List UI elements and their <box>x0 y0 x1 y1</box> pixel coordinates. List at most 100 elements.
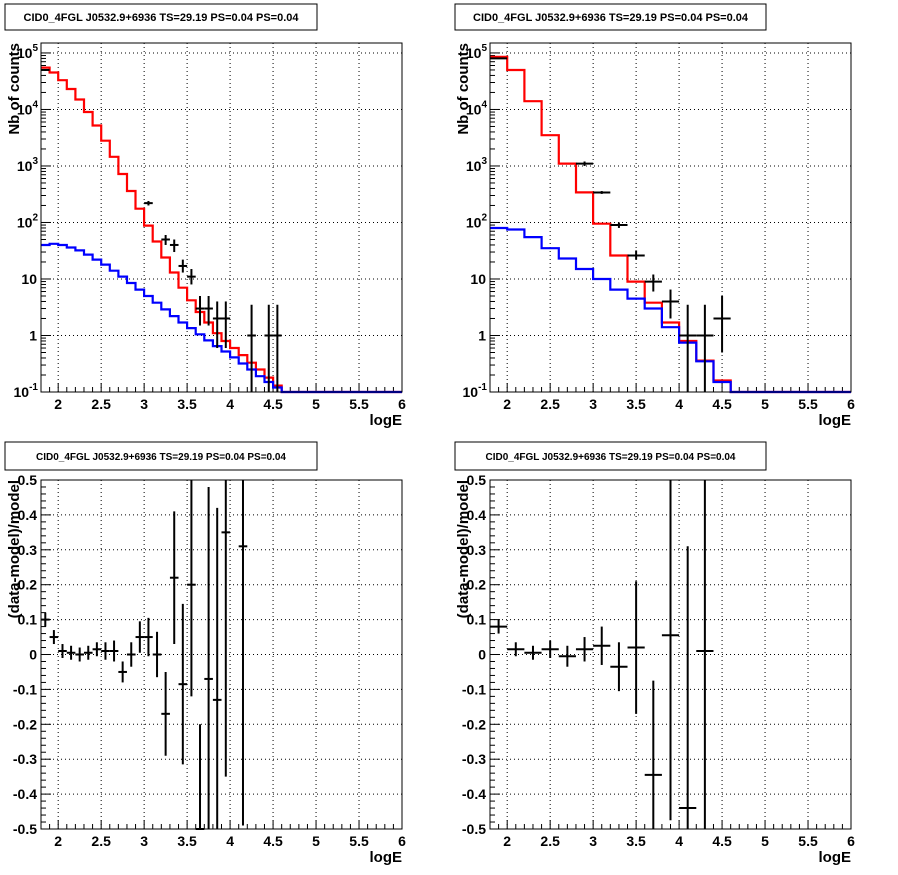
y-tick-label: 105 <box>17 43 39 61</box>
y-tick-label: 10 <box>21 271 37 287</box>
plot-frame <box>40 42 403 393</box>
x-tick-label: 4 <box>226 396 234 412</box>
x-tick-label: 3.5 <box>177 833 197 849</box>
x-tick-label: 5 <box>312 396 320 412</box>
data-point <box>558 645 576 667</box>
x-tick-label: 4.5 <box>263 833 283 849</box>
x-tick-label: 4.5 <box>263 396 283 412</box>
data-point <box>187 269 196 285</box>
data-point <box>644 680 662 829</box>
x-tick-label: 4 <box>226 833 234 849</box>
data-point <box>507 642 525 657</box>
y-tick-label: 0.2 <box>467 577 487 593</box>
data-point <box>58 644 67 658</box>
y-tick-label: -0.1 <box>462 681 486 697</box>
x-tick-label: 6 <box>398 833 406 849</box>
y-tick-label: -0.2 <box>462 716 486 732</box>
data-point <box>575 637 594 662</box>
y-tick-label: 103 <box>17 156 39 174</box>
panel-4: CID0_4FGL J0532.9+6936 TS=29.19 PS=0.04 … <box>454 441 855 866</box>
data-point <box>593 626 611 665</box>
y-tick-label: 10-1 <box>14 382 39 400</box>
x-tick-label: 2 <box>503 396 511 412</box>
plot-frame <box>40 479 403 830</box>
y-tick-label: 0.3 <box>18 542 38 558</box>
x-tick-label: 3.5 <box>177 396 197 412</box>
panel-title: CID0_4FGL J0532.9+6936 TS=29.19 PS=0.04 … <box>36 452 286 463</box>
x-tick-label: 2 <box>54 396 62 412</box>
x-tick-label: 4.5 <box>712 396 732 412</box>
data-point <box>144 617 153 657</box>
y-axis-title: (data-model)/model <box>455 480 472 618</box>
y-axis-title: (data-model)/model <box>6 480 23 618</box>
data-point <box>644 274 662 292</box>
data-point <box>679 546 697 829</box>
panel-title-box <box>454 441 767 471</box>
data-point <box>66 645 76 660</box>
y-tick-label: 0.5 <box>467 472 487 488</box>
data-point <box>144 200 153 206</box>
x-tick-label: 3 <box>589 833 597 849</box>
x-tick-label: 2 <box>54 833 62 849</box>
data-point <box>161 671 170 756</box>
data-point <box>610 642 628 692</box>
x-tick-label: 3.5 <box>626 833 646 849</box>
y-tick-label: -0.3 <box>462 751 486 767</box>
x-tick-label: 2 <box>503 833 511 849</box>
panel-title-box <box>4 441 318 471</box>
y-tick-label: -0.5 <box>462 821 486 837</box>
x-axis-title: logE <box>819 412 852 429</box>
data-point <box>41 612 50 627</box>
panel-title-box <box>4 3 318 31</box>
panel-title: CID0_4FGL J0532.9+6936 TS=29.19 PS=0.04 … <box>486 452 736 463</box>
data-point <box>187 480 196 697</box>
data-point <box>83 645 93 660</box>
data-point <box>541 640 559 658</box>
data-point <box>490 57 508 60</box>
x-tick-label: 3 <box>589 396 597 412</box>
x-tick-label: 4.5 <box>712 833 732 849</box>
data-point <box>661 289 680 319</box>
data-point <box>212 301 222 349</box>
y-tick-label: 102 <box>17 212 39 230</box>
data-point <box>696 304 714 392</box>
y-tick-label: 0.2 <box>18 577 38 593</box>
data-point <box>109 640 119 662</box>
panel-title-box <box>454 3 767 31</box>
data-point <box>178 259 188 273</box>
y-tick-label: 105 <box>466 43 488 61</box>
data-point <box>713 295 731 353</box>
y-tick-label: -0.1 <box>13 681 37 697</box>
data-point <box>238 480 248 826</box>
x-tick-label: 5 <box>761 833 769 849</box>
y-tick-label: 10-1 <box>463 382 488 400</box>
y-tick-label: 0.4 <box>18 507 38 523</box>
data-point <box>92 642 102 657</box>
data-point <box>204 295 213 326</box>
data-point <box>75 647 84 662</box>
y-tick-label: -0.4 <box>462 786 486 802</box>
data-point <box>49 630 59 645</box>
data-point <box>195 724 205 830</box>
y-tick-label: -0.5 <box>13 821 37 837</box>
x-tick-label: 5.5 <box>349 833 369 849</box>
data-point <box>178 603 188 765</box>
x-tick-label: 2.5 <box>91 833 111 849</box>
x-tick-label: 5.5 <box>798 833 818 849</box>
data-point <box>610 222 628 228</box>
data-point <box>152 631 162 678</box>
data-point <box>221 301 231 349</box>
panel-title: CID0_4FGL J0532.9+6936 TS=29.19 PS=0.04 … <box>24 12 300 24</box>
y-axis-title: Nb of counts <box>455 43 472 135</box>
data-point <box>169 511 179 645</box>
data-point <box>696 480 714 829</box>
data-point <box>273 304 282 392</box>
plot-frame <box>489 479 852 830</box>
data-point <box>204 486 213 829</box>
data-point <box>593 191 611 194</box>
data-point <box>524 645 542 660</box>
y-tick-label: 10 <box>470 271 486 287</box>
y-tick-label: -0.2 <box>13 716 37 732</box>
y-tick-label: 104 <box>17 99 39 117</box>
